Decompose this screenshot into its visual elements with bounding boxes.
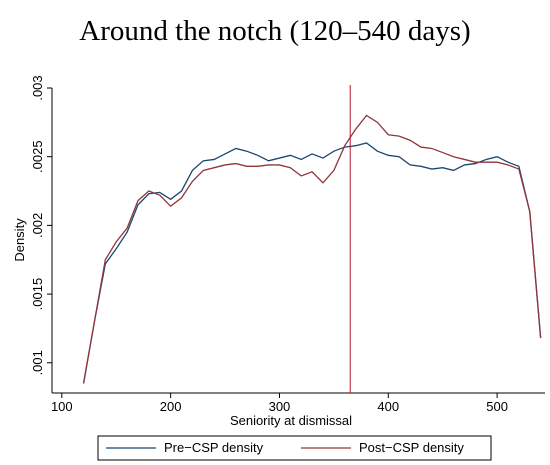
x-tick-label: 400	[377, 399, 399, 414]
y-tick-label: .003	[30, 75, 45, 100]
y-tick-label: .0015	[30, 278, 45, 311]
x-tick-label: 200	[160, 399, 182, 414]
y-axis-label: Density	[12, 218, 27, 262]
x-tick-label: 500	[486, 399, 508, 414]
x-tick-label: 300	[269, 399, 291, 414]
y-tick-label: .0025	[30, 140, 45, 173]
legend-label: Pre−CSP density	[164, 440, 264, 455]
series-line	[82, 114, 542, 384]
y-tick-label: .002	[30, 213, 45, 238]
x-axis-label: Seniority at dismissal	[230, 413, 352, 428]
x-tick-label: 100	[51, 399, 73, 414]
series-line	[82, 142, 542, 384]
legend-box	[97, 435, 492, 461]
legend-label: Post−CSP density	[359, 440, 464, 455]
y-tick-label: .001	[30, 350, 45, 375]
chart-title: Around the notch (120–540 days)	[79, 15, 470, 47]
